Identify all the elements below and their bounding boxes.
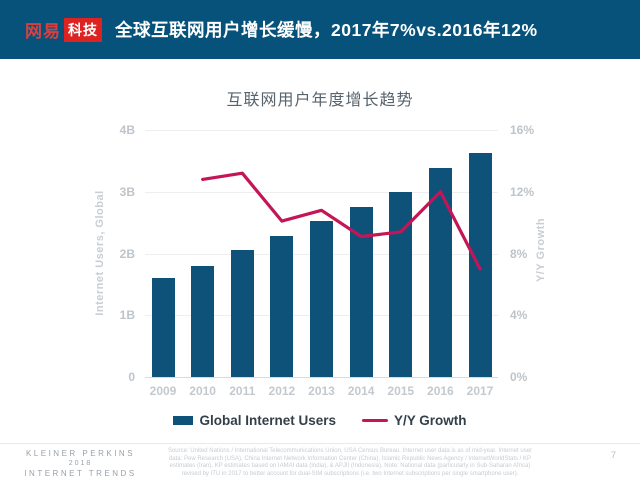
growth-line — [200, 171, 482, 271]
gridline — [145, 377, 498, 378]
bar-2015 — [389, 191, 413, 377]
x-label-2010: 2010 — [189, 384, 216, 398]
chart-legend: Global Internet Users Y/Y Growth — [0, 413, 640, 428]
legend-item-bars: Global Internet Users — [173, 413, 336, 428]
right-tick-8%: 8% — [510, 246, 528, 261]
bar-2013 — [310, 221, 333, 377]
chart-title: 互联网用户年度增长趋势 — [226, 92, 414, 109]
kp-line: 2018 — [68, 460, 93, 467]
x-label-2017: 2017 — [466, 384, 494, 398]
source-line: Source: United Nations / International T… — [167, 448, 533, 454]
left-tick-0: 0 — [128, 370, 135, 384]
brand-wordmark: 网易 — [25, 22, 61, 41]
legend-line-label: Y/Y Growth — [394, 413, 467, 428]
page-number: 7 — [610, 450, 616, 460]
slide-title: 全球互联网用户增长缓慢，2017年7%vs.2016年12% — [115, 20, 538, 40]
source-note: Source: United Nations / International T… — [150, 448, 550, 478]
x-label-2012: 2012 — [268, 384, 296, 398]
right-tick-4%: 4% — [510, 308, 528, 323]
header-bar: 网易 科技 全球互联网用户增长缓慢，2017年7%vs.2016年12% — [0, 0, 640, 59]
bar-2009 — [151, 278, 175, 377]
left-tick-1B: 1B — [119, 308, 135, 323]
brand-tech-badge: 科技 — [64, 17, 102, 42]
x-label-2009: 2009 — [149, 384, 177, 398]
x-label-2014: 2014 — [347, 384, 375, 398]
left-tick-3B: 3B — [119, 184, 135, 199]
left-tick-4B: 4B — [119, 123, 135, 137]
gridline — [145, 130, 498, 131]
right-tick-16%: 16% — [510, 123, 535, 137]
right-tick-12%: 12% — [510, 184, 535, 199]
right-tick-0%: 0% — [510, 370, 528, 384]
legend-bar-label: Global Internet Users — [199, 413, 337, 428]
plot-area — [145, 130, 498, 378]
x-label-2013: 2013 — [308, 384, 335, 398]
kleiner-perkins-mark: KLEINER PERKINS 2018 INTERNET TRENDS — [8, 449, 153, 478]
x-label-2015: 2015 — [387, 384, 415, 398]
bar-2017 — [468, 153, 492, 377]
bar-2014 — [349, 206, 373, 377]
gridline — [145, 191, 498, 193]
kp-line: INTERNET TRENDS — [24, 469, 137, 478]
source-line: estimates (Iran), KP estimates based on … — [169, 463, 531, 469]
kp-line: KLEINER PERKINS — [25, 449, 136, 458]
source-line: revised by ITU in 2017 to better account… — [181, 470, 519, 477]
bar-swatch-icon — [173, 416, 194, 425]
line-swatch-icon — [362, 419, 389, 422]
footer: KLEINER PERKINS 2018 INTERNET TRENDS Sou… — [0, 443, 640, 480]
bar-2016 — [428, 168, 452, 377]
netease-tech-logo: 网易 科技 — [25, 17, 102, 42]
left-tick-2B: 2B — [119, 246, 135, 261]
legend-item-line: Y/Y Growth — [362, 413, 467, 428]
bar-2012 — [270, 236, 294, 377]
x-label-2016: 2016 — [427, 384, 454, 398]
bar-2010 — [191, 265, 215, 377]
source-line: data: Pew Research (USA), China Internet… — [168, 455, 532, 462]
bar-2011 — [230, 250, 254, 377]
x-label-2011: 2011 — [229, 384, 256, 398]
